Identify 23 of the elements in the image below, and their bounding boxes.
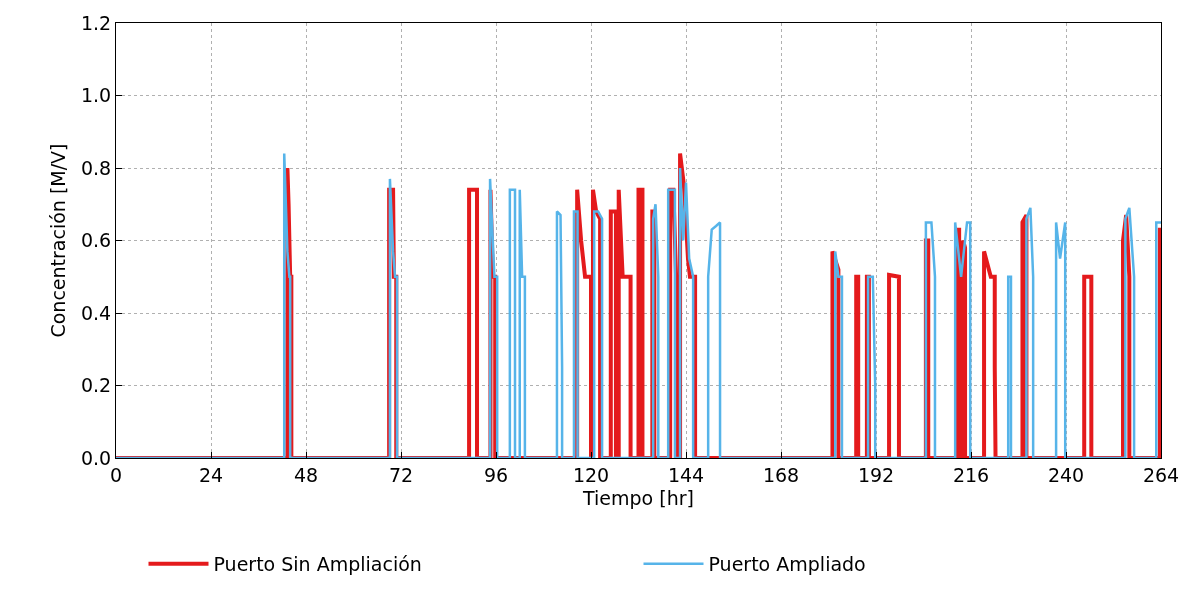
y-tick-label: 0.4 [80,301,112,324]
y-axis-title: Concentración [M/V] [46,143,69,338]
y-tick-label: 0.2 [80,374,112,397]
y-tick-label: 1.0 [80,84,112,107]
x-tick-label: 192 [857,463,895,486]
x-tick-label: 0 [109,463,123,486]
x-tick-label: 72 [388,463,414,486]
x-tick-label: 240 [1047,463,1085,486]
x-tick-label: 144 [667,463,705,486]
y-tick-label: 0.0 [80,446,112,469]
x-tick-label: 48 [293,463,319,486]
legend-label: Puerto Sin Ampliación [213,553,422,576]
x-tick-label: 96 [483,463,509,486]
x-tick-label: 24 [198,463,224,486]
y-tick-label: 0.8 [80,156,112,179]
x-tick-label: 120 [572,463,610,486]
y-tick-label: 1.2 [80,11,112,34]
x-tick-label: 168 [762,463,800,486]
x-tick-label: 216 [952,463,990,486]
y-tick-label: 0.6 [80,229,112,252]
x-axis-title: Tiempo [hr] [582,486,694,509]
legend-label: Puerto Ampliado [708,553,866,576]
x-tick-label: 264 [1142,463,1180,486]
